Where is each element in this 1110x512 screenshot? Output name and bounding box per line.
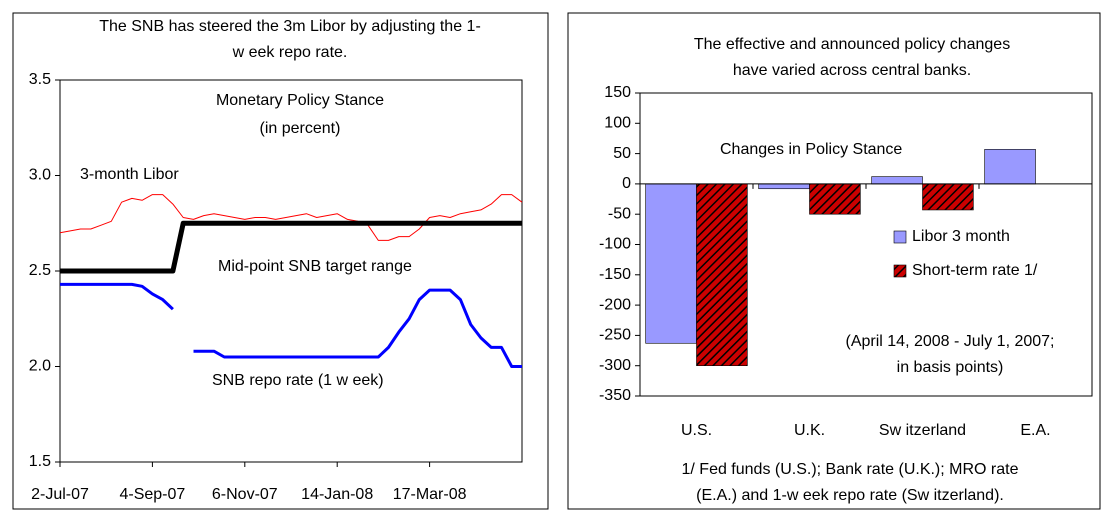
y-tick-label: -350 [599, 387, 631, 404]
y-tick-label: -250 [599, 327, 631, 344]
title: The SNB has steered the 3m Libor by adju… [99, 18, 481, 35]
bar [758, 183, 810, 190]
y-tick-label: -50 [608, 205, 631, 222]
y-tick-label: 3.5 [29, 71, 51, 88]
series-line [60, 220, 522, 274]
series-line [60, 282, 522, 368]
y-tick-label: -150 [599, 266, 631, 283]
x-tick-label: 14-Jan-08 [301, 486, 373, 503]
subtitle: Changes in Policy Stance [720, 141, 902, 158]
legend-label: Libor 3 month [912, 228, 1010, 245]
x-tick-label: 2-Jul-07 [31, 486, 89, 503]
title: w eek repo rate. [232, 44, 348, 61]
bar [696, 183, 748, 366]
title: The effective and announced policy chang… [694, 36, 1010, 53]
y-tick-label: 150 [604, 84, 631, 101]
footnote: 1/ Fed funds (U.S.); Bank rate (U.K.); M… [682, 461, 1019, 478]
x-tick-label: E.A. [1020, 422, 1050, 439]
y-tick-label: -200 [599, 296, 631, 313]
legend-label: Short-term rate 1/ [912, 262, 1038, 279]
left-panel [12, 12, 549, 510]
legend-swatch [893, 264, 907, 278]
series-label: SNB repo rate (1 w eek) [212, 372, 384, 389]
y-tick-label: -300 [599, 357, 631, 374]
y-tick-label: -100 [599, 236, 631, 253]
bar [922, 183, 974, 211]
footnote: (E.A.) and 1-w eek repo rate (Sw itzerla… [696, 487, 1004, 504]
x-tick-label: U.S. [681, 422, 712, 439]
series-label: 3-month Libor [80, 166, 179, 183]
y-tick-label: 100 [604, 115, 631, 132]
y-tick-label: 2.5 [29, 262, 51, 279]
bar [809, 183, 861, 215]
series-label: Mid-point SNB target range [218, 258, 412, 275]
x-tick-label: 6-Nov-07 [212, 486, 278, 503]
legend-swatch [893, 230, 907, 244]
y-tick-label: 0 [622, 175, 631, 192]
right-panel [567, 12, 1101, 510]
annotation: in basis points) [897, 359, 1004, 376]
y-tick-label: 3.0 [29, 167, 51, 184]
x-tick-label: U.K. [794, 422, 825, 439]
x-tick-label: 4-Sep-07 [119, 486, 185, 503]
title: have varied across central banks. [733, 62, 971, 79]
series-line [59, 194, 523, 241]
x-tick-label: Sw itzerland [879, 422, 966, 439]
x-tick-label: 17-Mar-08 [393, 486, 467, 503]
bar [871, 176, 923, 185]
annotation: (April 14, 2008 - July 1, 2007; [845, 333, 1054, 350]
annotation: (in percent) [260, 120, 341, 137]
y-tick-label: 1.5 [29, 453, 51, 470]
annotation: Monetary Policy Stance [216, 92, 384, 109]
bar [984, 149, 1036, 185]
y-tick-label: 50 [613, 145, 631, 162]
bar [645, 183, 697, 344]
y-tick-label: 2.0 [29, 358, 51, 375]
